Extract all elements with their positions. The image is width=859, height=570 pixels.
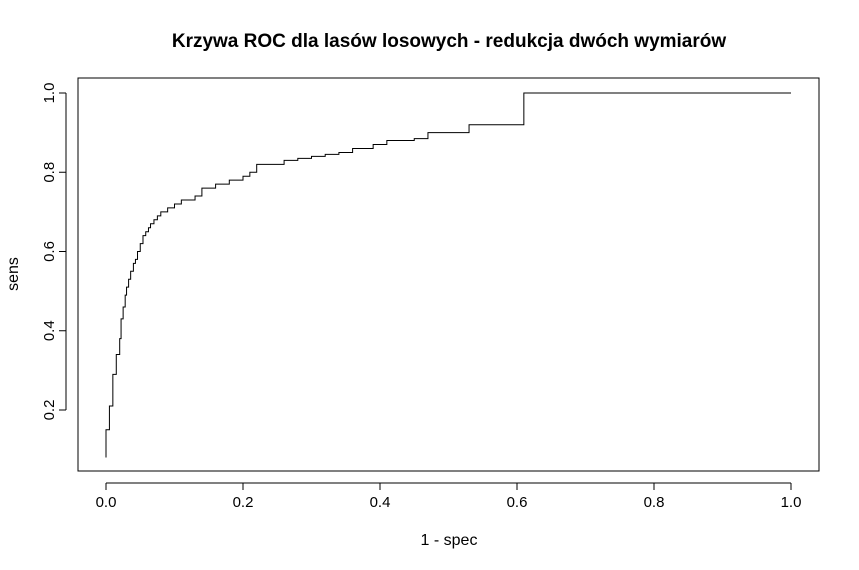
y-tick-label: 0.6: [41, 241, 58, 262]
y-tick-label: 1.0: [41, 83, 58, 104]
x-tick-label: 0.0: [96, 494, 117, 511]
x-tick-label: 1.0: [781, 494, 802, 511]
x-tick-label: 0.4: [370, 494, 391, 511]
plot-area-box: [77, 77, 820, 472]
chart-title: Krzywa ROC dla lasów losowych - redukcja…: [172, 31, 727, 52]
y-tick-label: 0.8: [41, 162, 58, 183]
y-axis: 0.2 0.4 0.6 0.8 1.0: [41, 83, 67, 421]
x-tick-label: 0.2: [233, 494, 254, 511]
x-tick-label: 0.6: [507, 494, 528, 511]
x-tick-label: 0.8: [644, 494, 665, 511]
series-layer: [105, 92, 791, 458]
x-axis: 0.0 0.2 0.4 0.6 0.8 1.0: [96, 482, 802, 511]
x-axis-label: 1 - spec: [421, 532, 478, 549]
y-tick-label: 0.4: [41, 320, 58, 341]
roc-curve-line: [105, 92, 791, 458]
y-axis-label: sens: [5, 257, 22, 291]
y-tick-label: 0.2: [41, 400, 58, 421]
